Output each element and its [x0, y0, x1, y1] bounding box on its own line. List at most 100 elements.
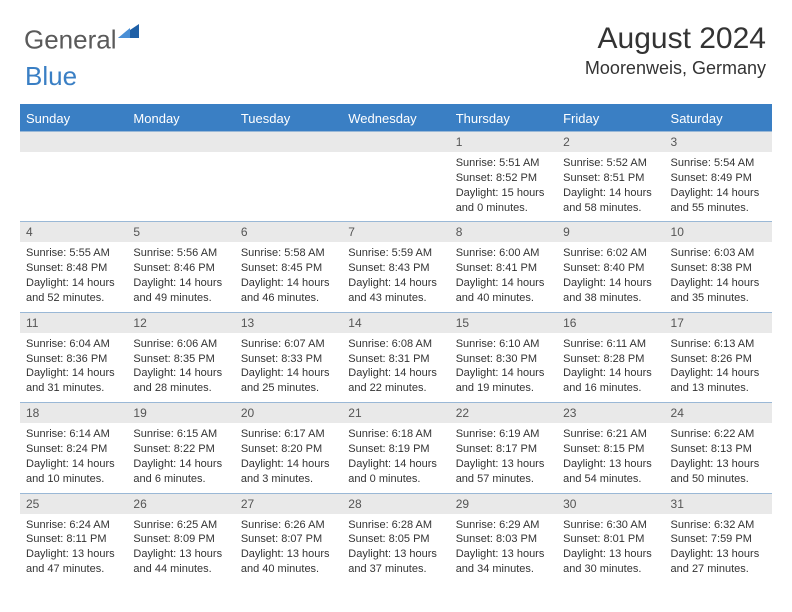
day-number: 12: [127, 313, 234, 333]
day-cell: 8Sunrise: 6:00 AMSunset: 8:41 PMDaylight…: [450, 222, 557, 312]
day-cell: 1Sunrise: 5:51 AMSunset: 8:52 PMDaylight…: [450, 132, 557, 222]
page-title: August 2024: [585, 22, 766, 56]
day-number: 25: [20, 494, 127, 514]
day-header: Monday: [127, 105, 234, 132]
day-cell: 21Sunrise: 6:18 AMSunset: 8:19 PMDayligh…: [342, 403, 449, 493]
day-number: 4: [20, 222, 127, 242]
day-cell: 4Sunrise: 5:55 AMSunset: 8:48 PMDaylight…: [20, 222, 127, 312]
day-number: 10: [665, 222, 772, 242]
day-body: Sunrise: 5:59 AMSunset: 8:43 PMDaylight:…: [342, 242, 449, 311]
day-body: Sunrise: 5:52 AMSunset: 8:51 PMDaylight:…: [557, 152, 664, 221]
location-text: Moorenweis, Germany: [585, 58, 766, 79]
day-body: Sunrise: 6:28 AMSunset: 8:05 PMDaylight:…: [342, 514, 449, 583]
day-cell: 16Sunrise: 6:11 AMSunset: 8:28 PMDayligh…: [557, 312, 664, 402]
day-number: 31: [665, 494, 772, 514]
day-cell: [235, 132, 342, 222]
day-number: 29: [450, 494, 557, 514]
day-cell: 17Sunrise: 6:13 AMSunset: 8:26 PMDayligh…: [665, 312, 772, 402]
day-cell: 27Sunrise: 6:26 AMSunset: 8:07 PMDayligh…: [235, 493, 342, 583]
day-number: 3: [665, 132, 772, 152]
day-cell: [342, 132, 449, 222]
day-number: 27: [235, 494, 342, 514]
logo-sail-icon: [115, 22, 141, 45]
day-header: Sunday: [20, 105, 127, 132]
day-cell: 11Sunrise: 6:04 AMSunset: 8:36 PMDayligh…: [20, 312, 127, 402]
day-number: 9: [557, 222, 664, 242]
day-cell: 22Sunrise: 6:19 AMSunset: 8:17 PMDayligh…: [450, 403, 557, 493]
day-cell: 12Sunrise: 6:06 AMSunset: 8:35 PMDayligh…: [127, 312, 234, 402]
day-cell: 30Sunrise: 6:30 AMSunset: 8:01 PMDayligh…: [557, 493, 664, 583]
day-cell: 20Sunrise: 6:17 AMSunset: 8:20 PMDayligh…: [235, 403, 342, 493]
day-body: Sunrise: 6:32 AMSunset: 7:59 PMDaylight:…: [665, 514, 772, 583]
day-cell: 13Sunrise: 6:07 AMSunset: 8:33 PMDayligh…: [235, 312, 342, 402]
table-row: 25Sunrise: 6:24 AMSunset: 8:11 PMDayligh…: [20, 493, 772, 583]
day-number: 28: [342, 494, 449, 514]
header: General Blue August 2024 Moorenweis, Germ…: [20, 22, 772, 92]
day-cell: 3Sunrise: 5:54 AMSunset: 8:49 PMDaylight…: [665, 132, 772, 222]
day-number: 8: [450, 222, 557, 242]
day-body: Sunrise: 5:55 AMSunset: 8:48 PMDaylight:…: [20, 242, 127, 311]
day-cell: 19Sunrise: 6:15 AMSunset: 8:22 PMDayligh…: [127, 403, 234, 493]
empty-day: [235, 132, 342, 152]
day-cell: 14Sunrise: 6:08 AMSunset: 8:31 PMDayligh…: [342, 312, 449, 402]
day-number: 22: [450, 403, 557, 423]
day-cell: 26Sunrise: 6:25 AMSunset: 8:09 PMDayligh…: [127, 493, 234, 583]
day-cell: 29Sunrise: 6:29 AMSunset: 8:03 PMDayligh…: [450, 493, 557, 583]
day-cell: 5Sunrise: 5:56 AMSunset: 8:46 PMDaylight…: [127, 222, 234, 312]
day-body: Sunrise: 5:58 AMSunset: 8:45 PMDaylight:…: [235, 242, 342, 311]
day-number: 11: [20, 313, 127, 333]
day-header: Saturday: [665, 105, 772, 132]
calendar-body: 1Sunrise: 5:51 AMSunset: 8:52 PMDaylight…: [20, 132, 772, 583]
table-row: 11Sunrise: 6:04 AMSunset: 8:36 PMDayligh…: [20, 312, 772, 402]
day-body: Sunrise: 5:51 AMSunset: 8:52 PMDaylight:…: [450, 152, 557, 221]
empty-day: [127, 132, 234, 152]
day-body: Sunrise: 6:03 AMSunset: 8:38 PMDaylight:…: [665, 242, 772, 311]
day-body: Sunrise: 6:11 AMSunset: 8:28 PMDaylight:…: [557, 333, 664, 402]
day-cell: 2Sunrise: 5:52 AMSunset: 8:51 PMDaylight…: [557, 132, 664, 222]
empty-day: [342, 132, 449, 152]
day-cell: [127, 132, 234, 222]
day-number: 21: [342, 403, 449, 423]
day-number: 14: [342, 313, 449, 333]
day-body: Sunrise: 6:22 AMSunset: 8:13 PMDaylight:…: [665, 423, 772, 492]
day-header: Wednesday: [342, 105, 449, 132]
day-body: Sunrise: 6:30 AMSunset: 8:01 PMDaylight:…: [557, 514, 664, 583]
day-body: Sunrise: 6:21 AMSunset: 8:15 PMDaylight:…: [557, 423, 664, 492]
day-number: 5: [127, 222, 234, 242]
day-number: 30: [557, 494, 664, 514]
day-cell: 9Sunrise: 6:02 AMSunset: 8:40 PMDaylight…: [557, 222, 664, 312]
day-number: 6: [235, 222, 342, 242]
day-body: Sunrise: 6:00 AMSunset: 8:41 PMDaylight:…: [450, 242, 557, 311]
logo-text-general: General: [24, 25, 117, 55]
day-body: Sunrise: 6:04 AMSunset: 8:36 PMDaylight:…: [20, 333, 127, 402]
day-body: Sunrise: 6:26 AMSunset: 8:07 PMDaylight:…: [235, 514, 342, 583]
day-body: Sunrise: 6:10 AMSunset: 8:30 PMDaylight:…: [450, 333, 557, 402]
day-number: 13: [235, 313, 342, 333]
day-number: 1: [450, 132, 557, 152]
day-number: 19: [127, 403, 234, 423]
day-number: 23: [557, 403, 664, 423]
day-number: 20: [235, 403, 342, 423]
day-body: Sunrise: 6:15 AMSunset: 8:22 PMDaylight:…: [127, 423, 234, 492]
table-row: 4Sunrise: 5:55 AMSunset: 8:48 PMDaylight…: [20, 222, 772, 312]
day-header: Friday: [557, 105, 664, 132]
day-cell: 23Sunrise: 6:21 AMSunset: 8:15 PMDayligh…: [557, 403, 664, 493]
empty-day: [20, 132, 127, 152]
day-cell: 15Sunrise: 6:10 AMSunset: 8:30 PMDayligh…: [450, 312, 557, 402]
day-cell: 18Sunrise: 6:14 AMSunset: 8:24 PMDayligh…: [20, 403, 127, 493]
day-number: 24: [665, 403, 772, 423]
day-cell: 28Sunrise: 6:28 AMSunset: 8:05 PMDayligh…: [342, 493, 449, 583]
day-number: 2: [557, 132, 664, 152]
day-header-row: SundayMondayTuesdayWednesdayThursdayFrid…: [20, 105, 772, 132]
calendar-table: SundayMondayTuesdayWednesdayThursdayFrid…: [20, 104, 772, 583]
day-header: Thursday: [450, 105, 557, 132]
day-body: Sunrise: 6:14 AMSunset: 8:24 PMDaylight:…: [20, 423, 127, 492]
day-cell: 25Sunrise: 6:24 AMSunset: 8:11 PMDayligh…: [20, 493, 127, 583]
day-body: Sunrise: 6:29 AMSunset: 8:03 PMDaylight:…: [450, 514, 557, 583]
title-block: August 2024 Moorenweis, Germany: [585, 22, 772, 79]
table-row: 18Sunrise: 6:14 AMSunset: 8:24 PMDayligh…: [20, 403, 772, 493]
day-number: 17: [665, 313, 772, 333]
day-number: 26: [127, 494, 234, 514]
day-body: Sunrise: 5:54 AMSunset: 8:49 PMDaylight:…: [665, 152, 772, 221]
logo-text-blue: Blue: [25, 61, 141, 92]
